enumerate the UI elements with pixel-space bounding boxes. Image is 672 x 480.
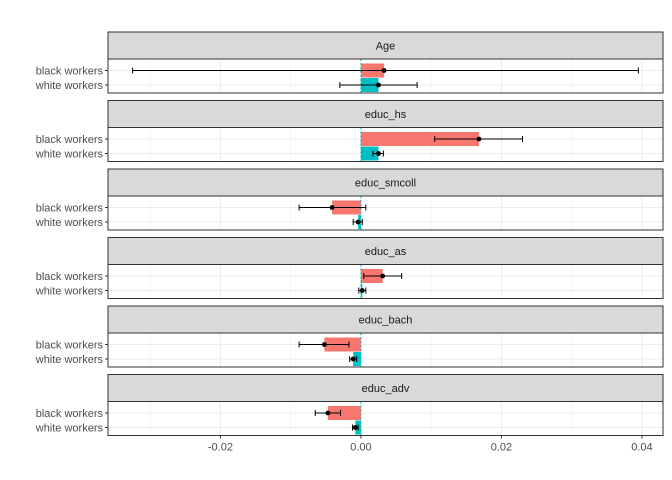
panel-border	[107, 332, 664, 368]
panel-background	[108, 333, 663, 367]
y-tick-label: white workers	[35, 354, 104, 366]
estimate-point	[376, 151, 381, 156]
x-tick-label: 0.00	[350, 442, 371, 454]
estimate-point	[476, 136, 482, 142]
facet-strip	[107, 168, 664, 197]
facet-strip	[107, 237, 664, 265]
y-tick-label: white workers	[35, 217, 104, 229]
x-tick-label: 0.04	[631, 442, 652, 454]
panel-border	[107, 195, 664, 231]
x-tick-label: -0.02	[208, 442, 233, 454]
panel-background	[108, 264, 663, 299]
estimate-point	[376, 82, 381, 88]
y-tick-label: white workers	[35, 286, 104, 298]
estimate-point	[352, 425, 358, 430]
facet-strip	[107, 100, 664, 128]
facet-title: Age	[376, 41, 396, 53]
facet-title: educ_adv	[362, 383, 410, 395]
facet-title: educ_as	[365, 246, 407, 258]
y-tick-label: black workers	[36, 66, 104, 78]
estimate-point	[325, 410, 331, 416]
y-tick-label: white workers	[35, 149, 104, 161]
bar-white-workers	[360, 146, 379, 161]
facet-title: educ_smcoll	[355, 178, 416, 190]
estimate-point	[321, 342, 327, 347]
facet-strip	[107, 374, 664, 402]
panel-background	[108, 59, 663, 93]
facet-title: educ_bach	[359, 315, 413, 327]
y-tick-label: black workers	[36, 203, 104, 215]
y-tick-label: black workers	[36, 271, 104, 283]
panel-background	[108, 196, 663, 230]
panel-background	[108, 401, 663, 436]
estimate-point	[355, 219, 361, 225]
bar-black-workers	[360, 132, 479, 146]
y-tick-label: black workers	[36, 340, 104, 352]
y-tick-label: black workers	[36, 134, 104, 146]
panel-border	[107, 401, 664, 436]
x-tick-label: 0.02	[491, 442, 512, 454]
estimate-point	[380, 273, 386, 279]
estimate-point	[329, 205, 335, 210]
estimate-point	[350, 356, 356, 362]
panel-border	[107, 127, 664, 162]
y-tick-label: white workers	[35, 80, 104, 92]
facet-title: educ_hs	[365, 109, 407, 121]
facet-strip	[107, 31, 664, 60]
bar-black-workers	[327, 406, 361, 420]
panel-border	[107, 264, 664, 299]
facet-strip	[107, 305, 664, 334]
y-tick-label: white workers	[35, 423, 104, 435]
y-tick-label: black workers	[36, 408, 104, 420]
estimate-point	[381, 68, 387, 73]
panel-border	[107, 58, 664, 94]
estimate-point	[359, 288, 365, 293]
